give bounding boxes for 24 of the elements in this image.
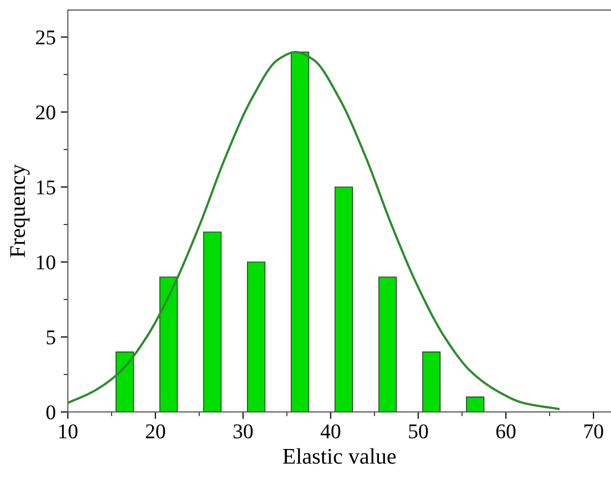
y-axis-title: Frequency: [10, 164, 30, 258]
bar: [290, 52, 310, 412]
x-tick-label: 30: [234, 424, 253, 438]
x-tick-label: 70: [584, 424, 604, 438]
y-tick-label: 20: [36, 105, 56, 120]
y-tick-label: 25: [36, 30, 56, 44]
x-tick-label: 20: [146, 424, 166, 438]
x-tick-label: 40: [320, 424, 340, 438]
y-tick-label: 10: [37, 255, 56, 270]
bar: [422, 352, 441, 412]
x-tick-label: 60: [496, 424, 516, 438]
x-axis-title: Elastic value: [282, 448, 396, 464]
bar: [159, 276, 178, 412]
bar: [247, 262, 266, 412]
bar: [378, 276, 397, 412]
x-tick-label: 50: [409, 424, 428, 438]
y-tick-label: 15: [37, 180, 56, 194]
bar: [334, 186, 353, 412]
y-tick-label: 0: [46, 405, 56, 420]
bar: [116, 352, 134, 412]
bar: [203, 232, 222, 412]
y-tick-label: 5: [46, 330, 56, 344]
bar: [466, 396, 484, 412]
x-tick-label: 10: [59, 424, 78, 438]
